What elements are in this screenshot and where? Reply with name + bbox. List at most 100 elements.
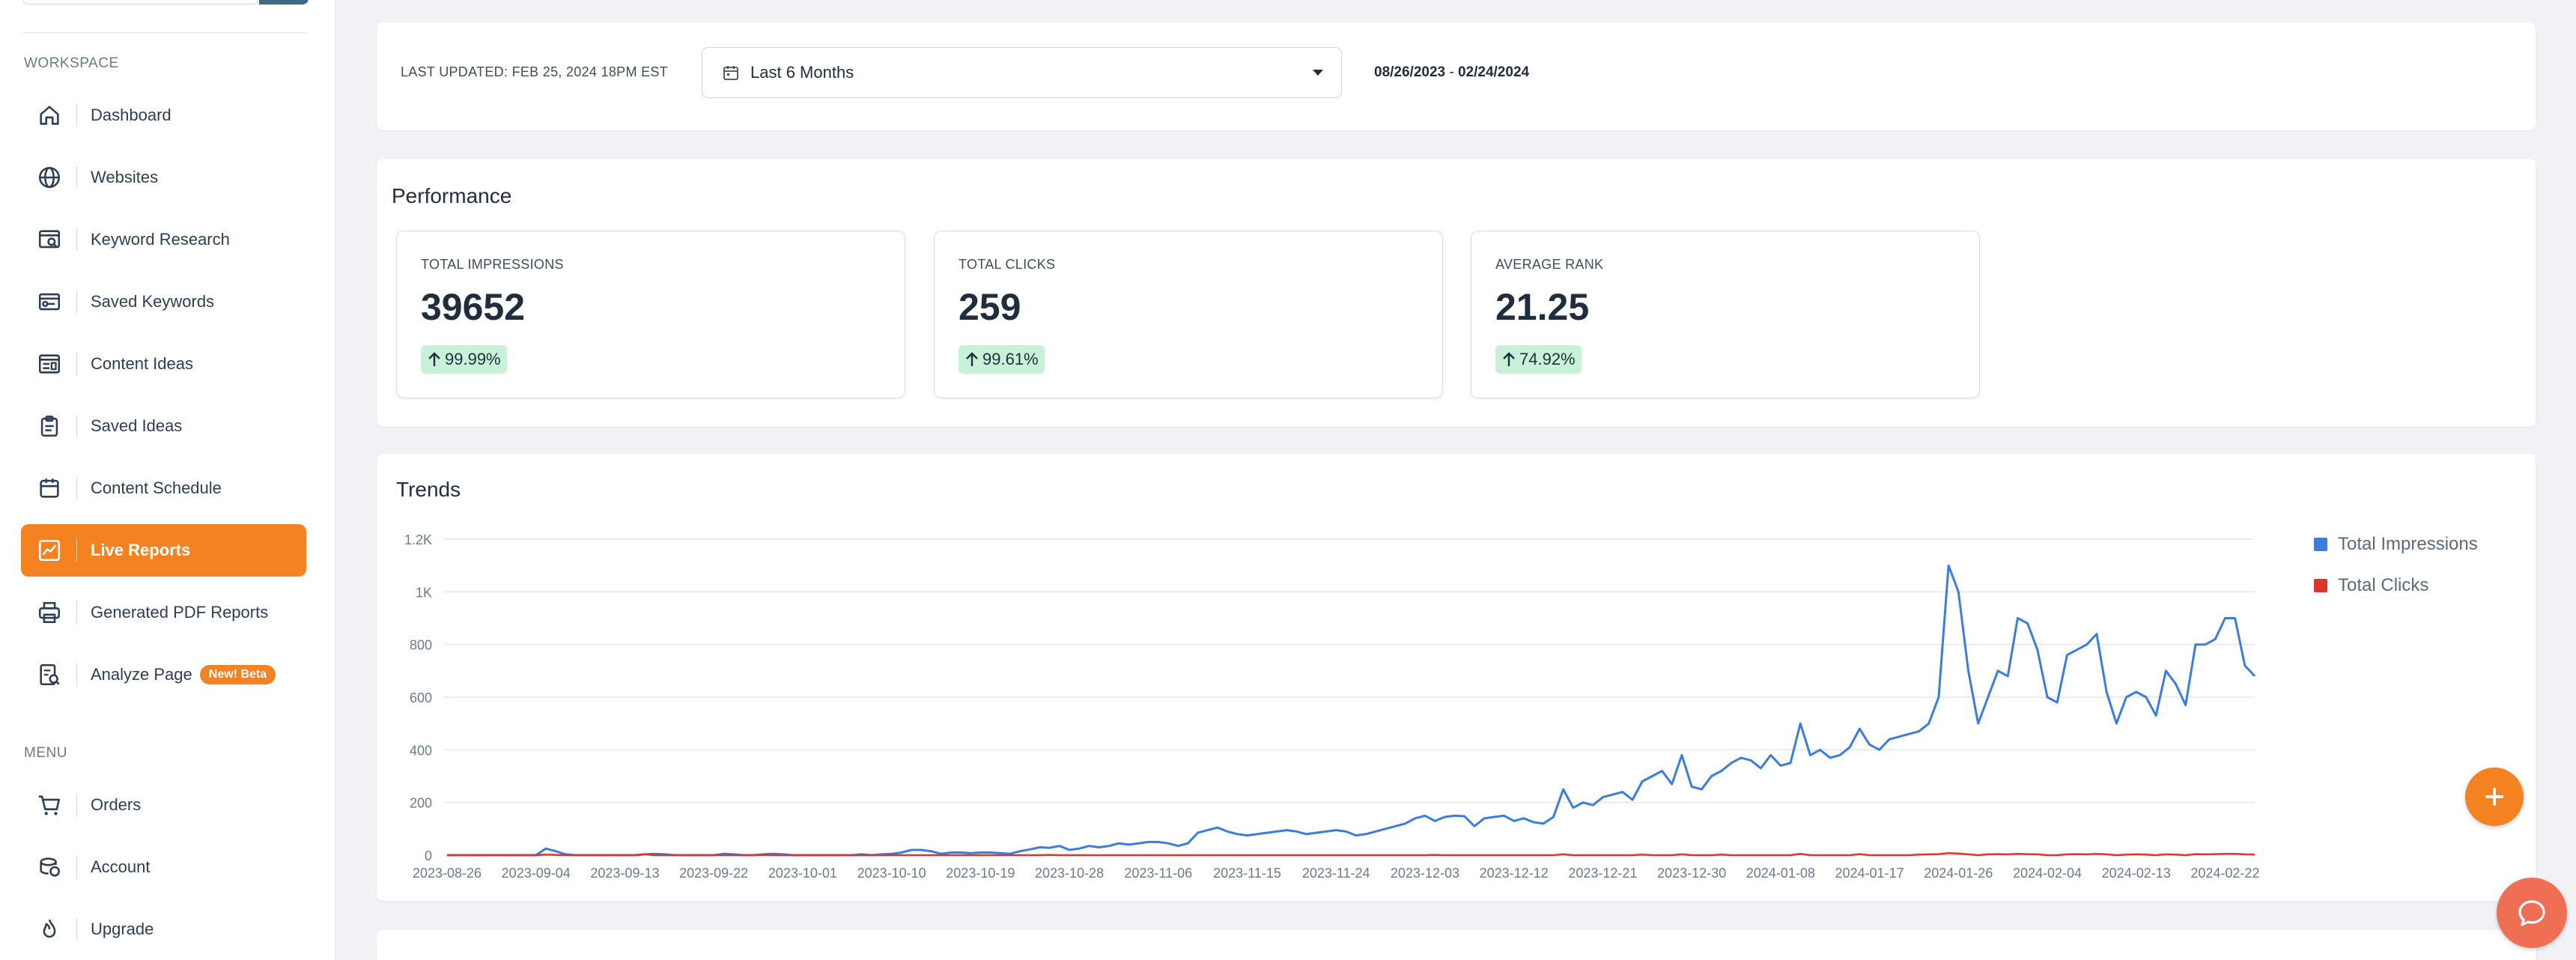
date-range-start: 08/26/2023 [1374,64,1446,80]
sidebar-search-input[interactable] [22,0,259,4]
sidebar-item-saved-ideas[interactable]: Saved Ideas [21,400,306,452]
sidebar-item-saved-keywords[interactable]: Saved Keywords [21,276,306,328]
x-tick-label: 2023-10-10 [857,866,926,881]
y-tick-label: 200 [410,796,432,811]
sidebar-item-generated-pdf-reports[interactable]: Generated PDF Reports [21,586,306,639]
sidebar-search-button[interactable] [259,0,309,4]
sidebar-item-label: Saved Keywords [91,292,215,311]
trends-title: Trends [396,478,461,501]
metric-value: 259 [959,286,1021,328]
metric-value: 21.25 [1495,286,1590,328]
last-updated-text: LAST UPDATED: FEB 25, 2024 18PM EST [401,64,668,79]
x-tick-label: 2024-01-17 [1835,866,1904,881]
sidebar-item-label: Keyword Research [91,230,230,249]
analyze-doc-icon [36,661,63,688]
arrow-up-icon [427,351,442,368]
metric-card-total-clicks: TOTAL CLICKS 259 99.61% [934,231,1443,398]
date-range-separator: - [1445,64,1458,80]
metric-change-value: 74.92% [1519,350,1576,368]
series-line-total-impressions [447,564,2256,857]
performance-title: Performance [392,184,512,207]
globe-icon [36,164,63,191]
metric-change-value: 99.61% [982,350,1039,368]
menu-section-label: MENU [24,745,67,761]
metric-label: TOTAL IMPRESSIONS [421,257,564,272]
nav-separator [76,539,77,562]
metric-change-badge: 99.61% [959,345,1045,374]
x-tick-label: 2024-01-08 [1746,866,1815,881]
metric-label: TOTAL CLICKS [959,257,1056,272]
metric-label: AVERAGE RANK [1495,257,1604,272]
sidebar-item-label: Generated PDF Reports [91,603,269,622]
trend-chart-icon [36,537,63,564]
x-tick-label: 2024-02-13 [2102,866,2171,881]
sidebar-item-label: Saved Ideas [91,416,183,435]
x-tick-label: 2023-09-22 [679,866,748,881]
keyword-search-icon [36,226,63,253]
sidebar-item-label: Analyze Page [91,665,192,684]
y-tick-label: 1.2K [404,532,432,547]
nav-separator [76,291,77,313]
sidebar-item-keyword-research[interactable]: Keyword Research [21,213,306,266]
plus-icon [2485,788,2503,806]
y-tick-label: 400 [410,743,432,758]
y-tick-label: 1K [416,585,432,600]
sidebar-item-label: Dashboard [91,106,171,124]
trends-card: Trends 0 200 400 600 800 1K 1.2K 2023-08-26 2023… [377,454,2536,901]
period-select-value: Last 6 Months [750,63,854,82]
period-select[interactable]: Last 6 Months [702,47,1342,98]
sidebar-item-content-ideas[interactable]: Content Ideas [21,338,306,390]
printer-icon [36,599,63,626]
new-beta-badge: New! Beta [199,665,276,684]
key-card-icon [36,288,63,315]
sidebar-item-analyze-page[interactable]: Analyze Page New! Beta [21,648,306,701]
x-tick-label: 2024-02-22 [2190,866,2259,881]
x-tick-label: 2023-10-01 [768,866,837,881]
sidebar-item-live-reports[interactable]: Live Reports [21,524,306,577]
x-tick-label: 2023-11-06 [1124,866,1192,881]
sidebar-item-label: Content Schedule [91,479,222,497]
sidebar: WORKSPACE Dashboard Websites Keyword Resea… [0,0,335,960]
sidebar-item-websites[interactable]: Websites [21,151,306,204]
chat-fab-button[interactable] [2497,878,2567,948]
nav-separator [76,166,77,189]
x-tick-label: 2023-10-19 [946,866,1015,881]
x-tick-label: 2023-12-21 [1568,866,1637,881]
y-tick-label: 800 [410,638,432,653]
home-icon [36,102,63,129]
nav-separator [76,353,77,375]
date-range: 08/26/2023 - 02/24/2024 [1374,64,1529,81]
x-tick-label: 2023-11-24 [1302,866,1370,881]
x-tick-label: 2023-12-03 [1391,866,1459,881]
next-card [377,930,2536,960]
x-tick-label: 2024-01-26 [1924,866,1993,881]
metric-change-badge: 74.92% [1495,345,1582,374]
sidebar-item-upgrade[interactable]: Upgrade [21,903,306,956]
arrow-up-icon [1501,351,1516,368]
filter-bar: LAST UPDATED: FEB 25, 2024 18PM EST Last… [377,22,2536,130]
x-tick-label: 2023-08-26 [413,866,482,881]
nav-separator [76,415,77,437]
sidebar-item-dashboard[interactable]: Dashboard [21,89,306,142]
nav-separator [76,104,77,127]
cart-icon [36,792,63,818]
nav-separator [76,663,77,686]
content-ideas-icon [36,350,63,377]
nav-separator [76,918,77,941]
x-tick-label: 2023-09-04 [502,866,571,881]
metric-change-value: 99.99% [445,350,501,368]
flame-icon [36,916,63,943]
add-fab-button[interactable] [2465,768,2524,826]
sidebar-item-label: Orders [91,795,142,814]
date-range-end: 02/24/2024 [1457,64,1530,80]
sidebar-item-orders[interactable]: Orders [21,779,306,831]
nav-separator [76,856,77,878]
sidebar-item-content-schedule[interactable]: Content Schedule [21,462,306,514]
sidebar-item-account[interactable]: Account [21,841,306,893]
metric-card-total-impressions: TOTAL IMPRESSIONS 39652 99.99% [396,231,905,398]
x-tick-label: 2023-10-28 [1035,866,1104,881]
sidebar-item-label: Upgrade [91,920,154,938]
arrow-up-icon [965,351,979,368]
x-tick-label: 2023-12-12 [1480,866,1549,881]
legend-label-total-clicks: Total Clicks [2338,575,2428,595]
